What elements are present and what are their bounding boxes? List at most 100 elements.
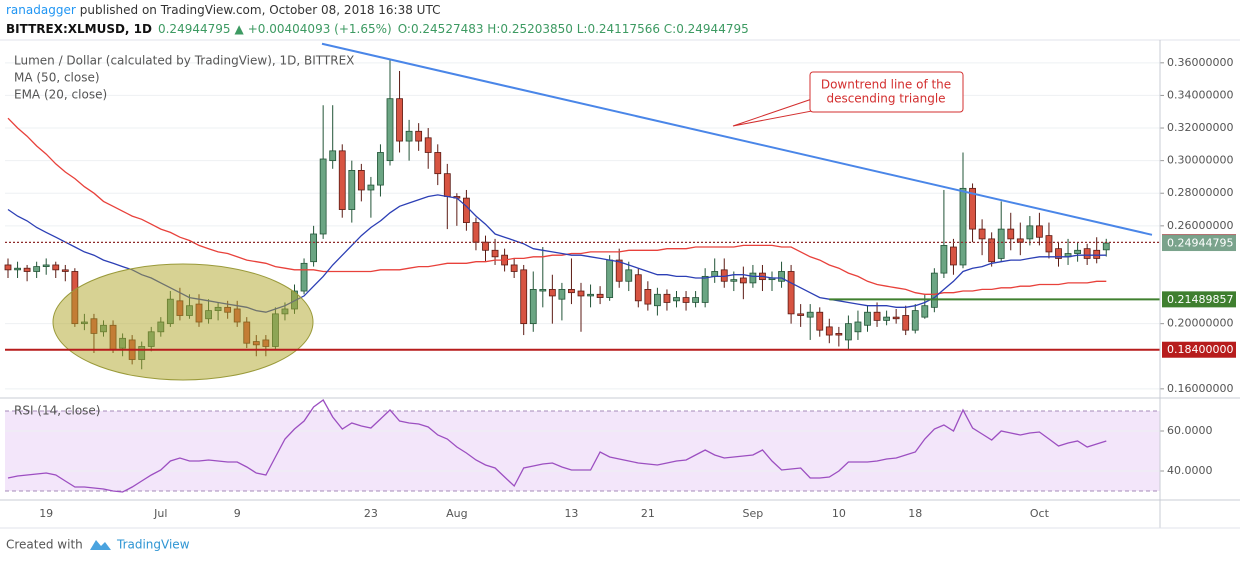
legend-entry: EMA (20, close) [14,88,107,102]
y-tick-label: 0.16000000 [1167,382,1233,395]
grid-layer [5,62,1160,492]
legend-entry: MA (50, close) [14,71,100,85]
candle-body [1016,238,1024,243]
footer-brand[interactable]: TradingView [116,538,190,552]
y-tick-label: 0.34000000 [1167,88,1233,101]
candle-body [892,316,900,320]
symbol: BITTREX:XLMUSD, 1D [6,22,152,36]
candle-body [558,289,566,300]
indicator-line [7,117,1107,295]
candle-body [730,279,738,282]
trend-line [321,42,1153,236]
rsi-band [5,411,1160,491]
candle-body [1074,249,1081,254]
candle-body [921,305,929,318]
candle-body [1007,228,1015,240]
candle-body [845,323,852,341]
candle-body [1036,225,1043,238]
candle-body [883,316,890,321]
published: published on TradingView.com, October 08… [80,3,441,17]
candle-body [52,264,60,271]
x-tick-label: 13 [564,507,578,520]
candle-body [739,277,747,284]
candle-body [997,228,1005,259]
candle-body [319,158,327,235]
x-tick-label: 21 [641,507,655,520]
candle-body [310,233,318,263]
candle-body [33,266,41,272]
y-tick-label: 0.32000000 [1167,121,1233,134]
candle-body [988,238,996,263]
x-tick-label: 23 [364,507,378,520]
y-tick-label: 60.0000 [1167,424,1213,437]
candle-body [873,311,881,321]
candle-body [472,222,480,243]
candle-body [615,259,623,282]
candle-body [930,272,938,308]
x-tick-label: 19 [39,507,53,520]
candle-body [1083,248,1091,259]
candle-body [4,264,12,271]
y-tick-label: 0.30000000 [1167,154,1233,167]
rsi-line [7,399,1107,493]
x-tick-label: Jul [153,507,167,520]
candle-body [787,271,795,315]
candle-body [1045,235,1053,253]
candle-body [1093,249,1101,259]
candle-body [1055,248,1062,259]
candle-body [300,262,308,292]
candle-body [443,173,451,197]
candle-body [14,267,21,271]
candle-body [749,272,757,284]
candle-body [61,269,69,272]
candle-body [491,249,499,258]
candle-body [806,311,814,318]
candle-body [415,130,423,142]
candle-body [911,310,919,331]
y-tick-label: 0.28000000 [1167,186,1233,199]
candle-body [1102,242,1110,251]
level-label-box [1162,235,1236,252]
y-tick-label: 0.26000000 [1167,219,1233,232]
rsi-title: RSI (14, close) [14,404,100,418]
candle-body [587,293,594,297]
candle-body [654,293,661,307]
x-tick-label: 18 [908,507,922,520]
candle-body [338,150,346,210]
logo[interactable] [90,540,111,550]
candle-body [969,187,976,230]
candle-body [348,170,356,210]
candle-body [42,264,50,267]
candle-body [367,184,375,191]
level-label: 0.18400000 [1167,343,1233,356]
candle-body [673,297,680,302]
candle-body [634,274,642,302]
candle-body [978,228,986,240]
ohlc: O:0.24527483 H:0.25203850 L:0.24117566 C… [398,22,749,36]
x-tick-label: Aug [446,507,467,520]
candle-body [625,269,633,282]
x-tick-label: 9 [234,507,241,520]
change: +0.00404093 (+1.65%) [248,22,392,36]
candle-body [462,197,470,223]
candle-body [701,275,709,303]
highlight-ellipse [52,263,314,381]
candle-body [864,311,871,326]
candle-body [816,311,824,331]
x-tick-label: 10 [832,507,846,520]
annotation: Downtrend line of the [821,78,951,92]
y-tick-label: 0.36000000 [1167,56,1233,69]
candle-body [959,187,967,266]
candle-body [902,315,910,331]
annotation: descending triangle [826,92,945,106]
candle-body [529,289,537,325]
x-tick-label: Sep [743,507,764,520]
y-tick-label: 40.0000 [1167,464,1213,477]
candle-body [692,297,699,303]
footer-text: Created with [6,538,83,552]
candle-body [950,246,957,266]
author[interactable]: ranadagger [6,3,76,17]
candle-body [797,313,805,316]
candle-body [644,289,652,305]
